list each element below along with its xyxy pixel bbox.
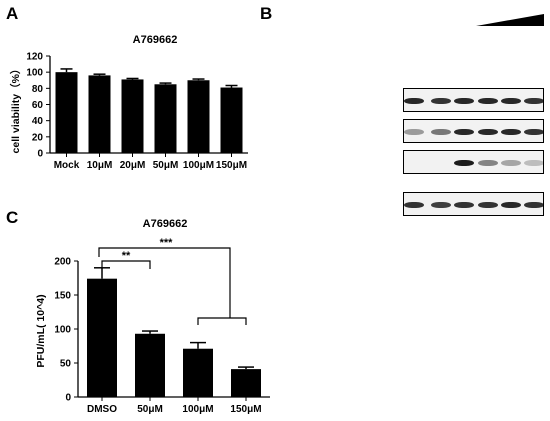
significance-bracket-1 — [101, 260, 151, 269]
chart-a-bar — [121, 79, 144, 153]
chart-a-bar — [187, 80, 210, 153]
blot-band — [501, 202, 521, 208]
blot-band — [454, 129, 474, 135]
blot-band — [501, 129, 521, 135]
chart-a-y-axis-label: cell viability（%） — [9, 64, 22, 154]
blot-band — [431, 129, 451, 135]
panel-b-letter: B — [260, 4, 273, 23]
chart-c-bar — [135, 333, 165, 397]
chart-c-x-tick-label: 150μM — [230, 404, 261, 415]
blot-band — [524, 98, 543, 104]
significance-bracket-2 — [98, 247, 231, 318]
blot-image — [403, 88, 544, 112]
blot-band — [524, 202, 543, 208]
chart-c-x-tick-label: DMSO — [87, 404, 117, 415]
blot-band — [478, 160, 498, 166]
chart-c-y-tick-label: 50 — [60, 359, 72, 370]
blot-image — [403, 119, 544, 143]
blot-band — [454, 98, 474, 104]
blot-band — [524, 160, 543, 166]
chart-a-bar — [55, 72, 78, 153]
significance-label-2: *** — [160, 237, 174, 249]
blot-band — [501, 98, 521, 104]
chart-a-y-tick-label: 60 — [32, 100, 44, 111]
group-bracket — [197, 317, 247, 325]
chart-c-x-tick-label: 100μM — [182, 404, 213, 415]
chart-c-y-tick-label: 0 — [65, 393, 71, 404]
blot-band — [431, 98, 451, 104]
blot-image — [403, 150, 544, 174]
blot-band — [524, 129, 543, 135]
chart-a-bar — [154, 84, 177, 153]
dose-gradient-wedge — [476, 14, 544, 26]
blot-band — [478, 202, 498, 208]
chart-a-bar — [88, 75, 111, 153]
blot-band — [404, 129, 424, 135]
chart-a-y-tick-label: 120 — [26, 52, 43, 63]
chart-c-y-axis-label: PFU/mL( 10^4) — [35, 294, 47, 367]
chart-a-title: A769662 — [132, 34, 178, 46]
chart-c-bar — [183, 348, 213, 397]
chart-a-y-tick-label: 100 — [26, 68, 43, 79]
chart-a-y-tick-label: 80 — [32, 84, 44, 95]
loading-control-blot — [403, 192, 544, 216]
chart-a-bar — [220, 87, 243, 153]
blot-band — [501, 160, 521, 166]
chart-c-y-tick-label: 100 — [54, 325, 71, 336]
chart-a-x-tick-label: 20μM — [120, 160, 146, 171]
chart-c-y-tick-label: 200 — [54, 257, 71, 268]
significance-label-1: ** — [122, 250, 131, 262]
chart-a-x-tick-label: 150μM — [216, 160, 247, 171]
blot-band — [454, 160, 474, 166]
blot-band — [431, 202, 451, 208]
chart-a-y-tick-label: 0 — [37, 149, 43, 160]
blot-band — [478, 98, 498, 104]
blot-band — [404, 202, 424, 208]
chart-c-bar — [231, 369, 261, 397]
chart-a-y-tick-label: 20 — [32, 132, 44, 143]
chart-c-x-tick-label: 50μM — [137, 404, 163, 415]
chart-a-x-tick-label: 100μM — [183, 160, 214, 171]
blot-band — [454, 202, 474, 208]
chart-a-x-tick-label: 50μM — [153, 160, 179, 171]
chart-c-title: A769662 — [142, 218, 188, 230]
blot-band — [404, 98, 424, 104]
chart-c-y-tick-label: 150 — [54, 291, 71, 302]
chart-c-bar — [87, 278, 117, 397]
chart-a-x-tick-label: 10μM — [87, 160, 113, 171]
chart-a-x-tick-label: Mock — [54, 160, 80, 171]
blot-band — [478, 129, 498, 135]
chart-a-y-tick-label: 40 — [32, 116, 44, 127]
panel-c-letter: C — [6, 208, 19, 227]
panel-a-letter: A — [6, 4, 19, 23]
